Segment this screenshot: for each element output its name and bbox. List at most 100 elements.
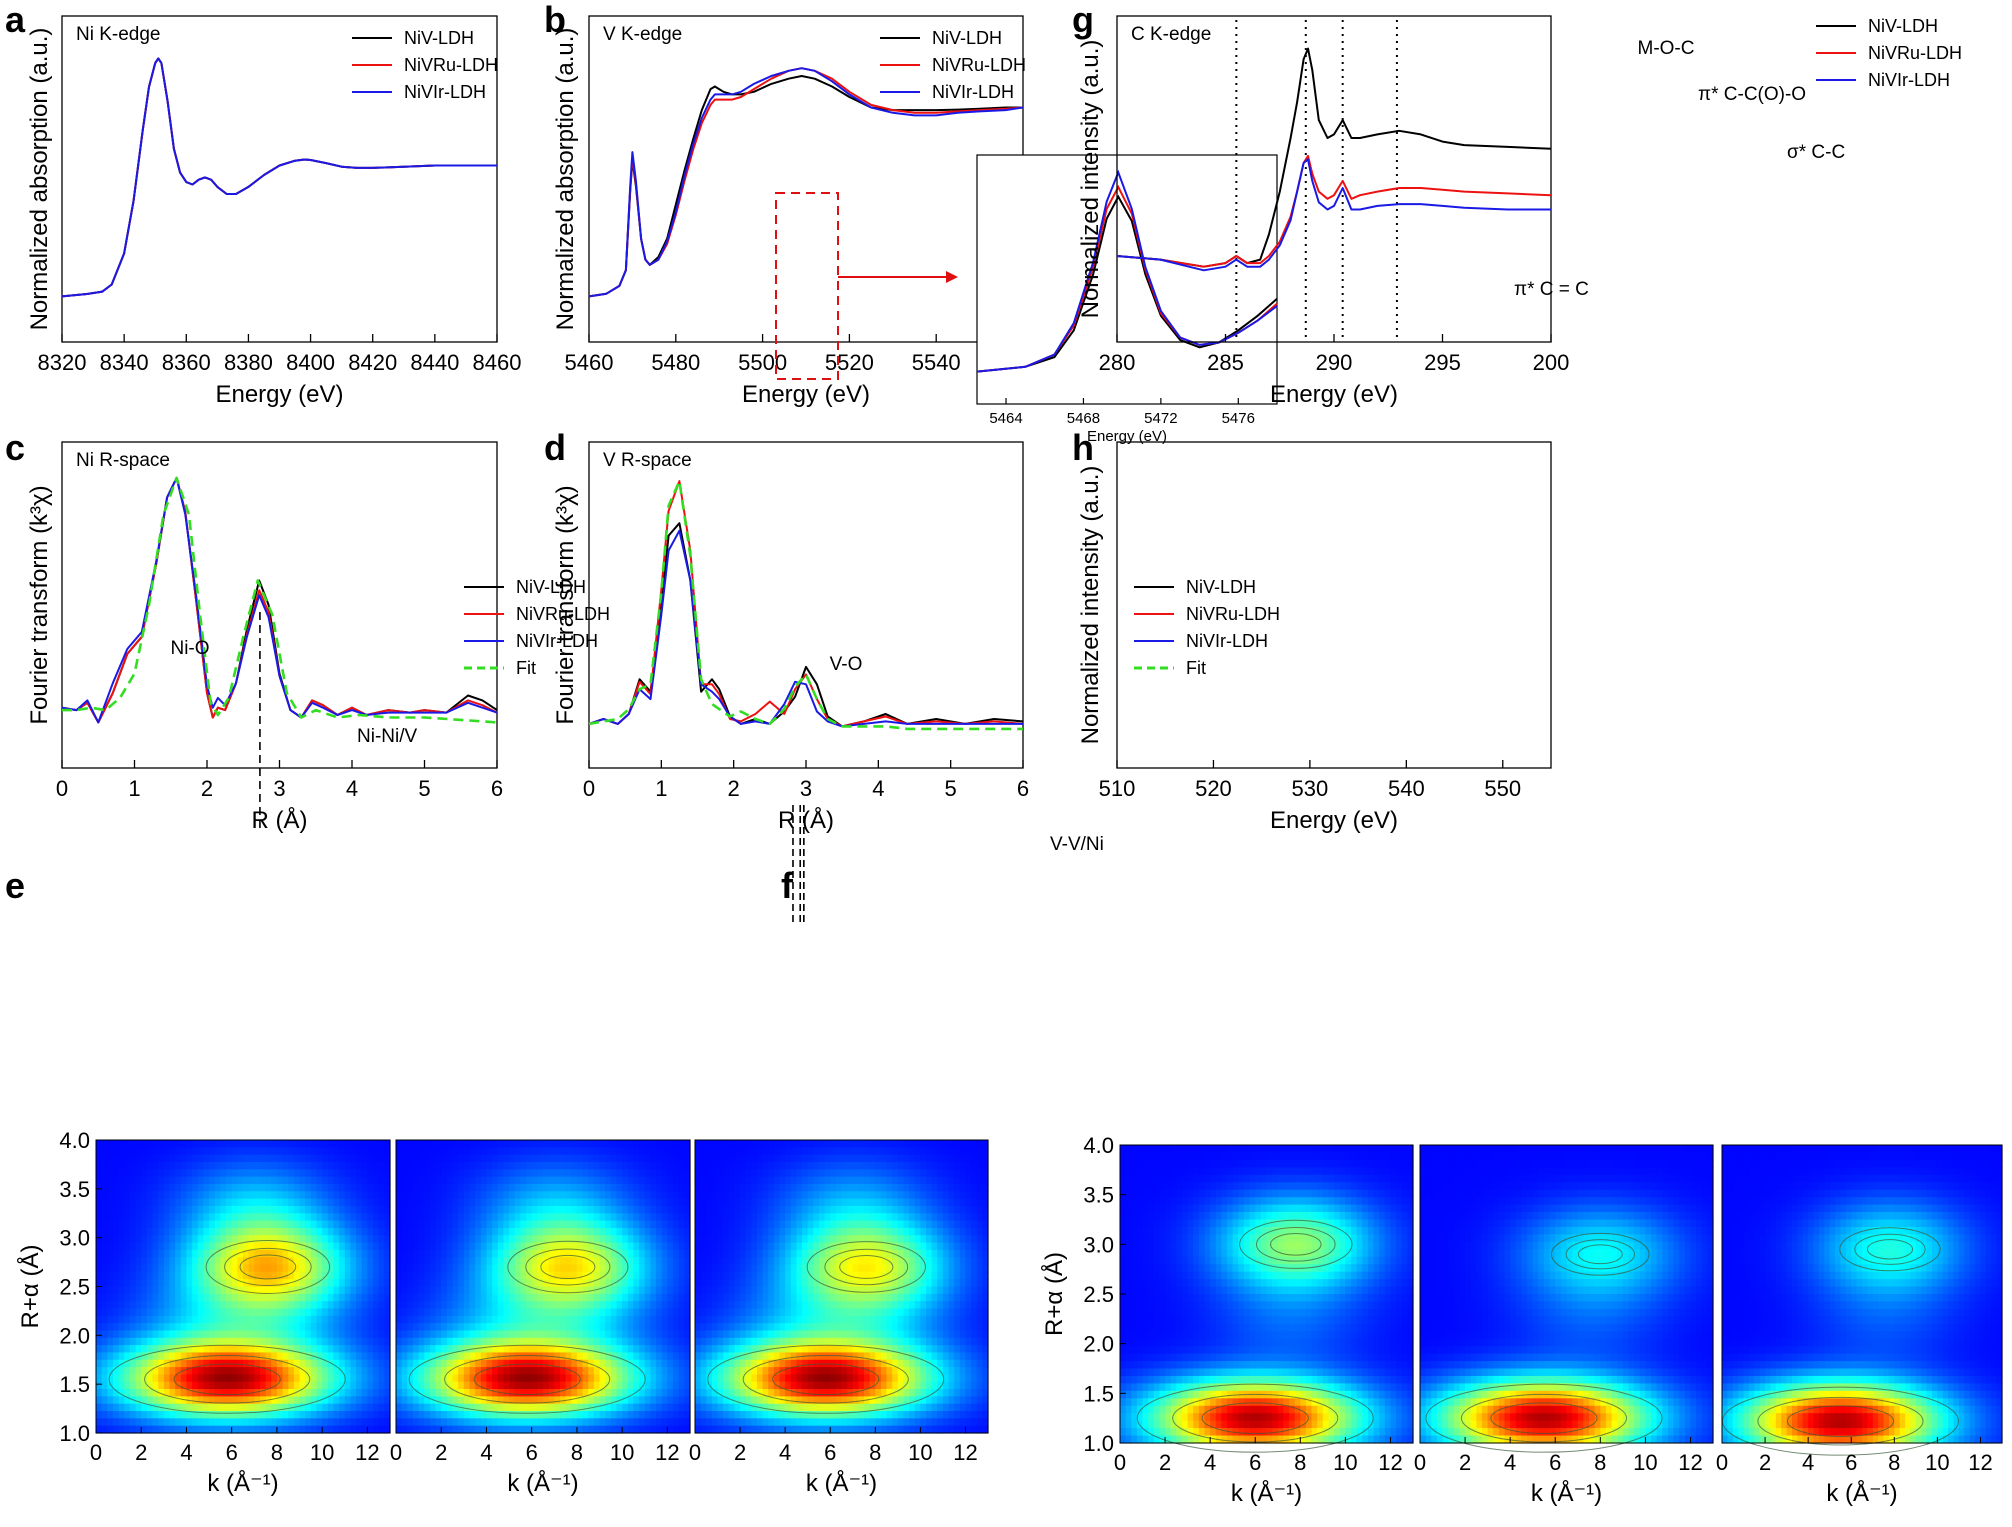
heatmap-cell <box>282 1411 289 1419</box>
heatmap-cell <box>214 1367 221 1375</box>
heatmap-cell <box>327 1374 335 1383</box>
heatmap-cell <box>146 1286 154 1295</box>
heatmap-cell <box>756 1227 764 1236</box>
heatmap-cell <box>344 1242 352 1251</box>
heatmap-cell <box>396 1257 403 1266</box>
heatmap-cell <box>711 1315 719 1324</box>
heatmap-cell <box>192 1220 199 1229</box>
heatmap-cell <box>310 1271 318 1280</box>
heatmap-cell <box>559 1403 567 1412</box>
heatmap-cell <box>248 1301 255 1310</box>
heatmap-cell <box>667 1227 674 1236</box>
heatmap-cell <box>203 1249 210 1258</box>
heatmap-cell <box>169 1286 176 1295</box>
heatmap-cell <box>554 1154 561 1163</box>
heatmap-cell <box>706 1220 713 1229</box>
heatmap-cell <box>282 1308 289 1317</box>
heatmap-cell <box>458 1337 465 1346</box>
heatmap-cell <box>469 1154 476 1163</box>
heatmap-cell <box>344 1374 352 1383</box>
heatmap-cell <box>350 1140 357 1148</box>
heatmap-cell <box>350 1227 357 1236</box>
heatmap-cell <box>678 1403 685 1412</box>
heatmap-cell <box>214 1418 221 1427</box>
heatmap-cell <box>271 1301 278 1310</box>
heatmap-cell <box>526 1154 533 1163</box>
y-tick-label-e: 4.0 <box>59 1128 90 1153</box>
heatmap-cell <box>751 1227 758 1236</box>
heatmap-cell <box>486 1279 493 1288</box>
heatmap-cell <box>503 1315 510 1324</box>
heatmap-cell <box>684 1140 691 1148</box>
heatmap-cell <box>356 1345 363 1354</box>
heatmap-cell <box>265 1315 272 1324</box>
heatmap-cell <box>361 1213 368 1222</box>
heatmap-cell <box>169 1176 176 1185</box>
heatmap-cell <box>129 1323 137 1332</box>
y-tick-label-e: 3.5 <box>59 1177 90 1202</box>
heatmap-cell <box>237 1323 244 1332</box>
heatmap-cell <box>650 1301 657 1310</box>
heatmap-cell <box>644 1425 652 1434</box>
heatmap-cell <box>678 1183 685 1192</box>
heatmap-cell <box>537 1381 544 1390</box>
heatmap-cell <box>599 1308 606 1317</box>
heatmap-cell <box>288 1293 295 1302</box>
heatmap-cell <box>322 1418 329 1427</box>
heatmap-cell <box>288 1191 295 1200</box>
heatmap-cell <box>407 1315 414 1324</box>
heatmap-cell <box>310 1286 318 1295</box>
heatmap-cell <box>265 1425 272 1434</box>
heatmap-cell <box>582 1418 589 1427</box>
heatmap-cell <box>751 1286 758 1295</box>
heatmap-cell <box>396 1323 403 1332</box>
heatmap-cell <box>684 1308 691 1317</box>
heatmap-cell <box>299 1374 306 1383</box>
heatmap-cell <box>197 1286 205 1295</box>
heatmap-cell <box>265 1389 272 1397</box>
heatmap-cell <box>503 1293 510 1302</box>
heatmap-cell <box>639 1264 646 1273</box>
heatmap-cell <box>514 1242 521 1251</box>
heatmap-cell <box>327 1315 335 1324</box>
heatmap-cell <box>576 1396 584 1405</box>
heatmap-cell <box>537 1257 544 1266</box>
heatmap-cell <box>418 1242 425 1251</box>
heatmap-cell <box>310 1213 318 1222</box>
heatmap-cell <box>333 1249 340 1258</box>
heatmap-cell <box>656 1359 663 1368</box>
heatmap-cell <box>288 1176 295 1185</box>
heatmap-cell <box>503 1374 510 1383</box>
heatmap-cell <box>265 1169 272 1178</box>
heatmap-cell <box>480 1183 488 1192</box>
heatmap-cell <box>248 1367 255 1375</box>
heatmap-cell <box>469 1279 476 1288</box>
wavelet-map-e-1 <box>96 1140 391 1434</box>
heatmap-cell <box>554 1359 561 1368</box>
y-axis-label-c: Fourier transform (k³χ) <box>26 485 53 724</box>
heatmap-cell <box>265 1249 272 1258</box>
heatmap-cell <box>441 1213 448 1222</box>
heatmap-cell <box>356 1147 363 1156</box>
heatmap-cell <box>520 1411 527 1419</box>
heatmap-cell <box>593 1279 601 1288</box>
heatmap-cell <box>678 1396 685 1405</box>
heatmap-cell <box>559 1249 567 1258</box>
heatmap-cell <box>537 1242 544 1251</box>
heatmap-cell <box>486 1140 493 1148</box>
heatmap-cell <box>293 1323 301 1332</box>
heatmap-cell <box>740 1337 747 1346</box>
heatmap-cell <box>582 1154 589 1163</box>
heatmap-cell <box>514 1205 521 1214</box>
heatmap-cell <box>384 1227 391 1236</box>
heatmap-cell <box>112 1264 120 1273</box>
heatmap-cell <box>717 1337 724 1346</box>
heatmap-cell <box>548 1425 555 1434</box>
heatmap-cell <box>163 1315 171 1324</box>
heatmap-cell <box>678 1279 685 1288</box>
heatmap-cell <box>356 1315 363 1324</box>
heatmap-cell <box>588 1374 595 1383</box>
heatmap-cell <box>576 1279 584 1288</box>
heatmap-cell <box>543 1315 550 1324</box>
heatmap-cell <box>322 1176 329 1185</box>
